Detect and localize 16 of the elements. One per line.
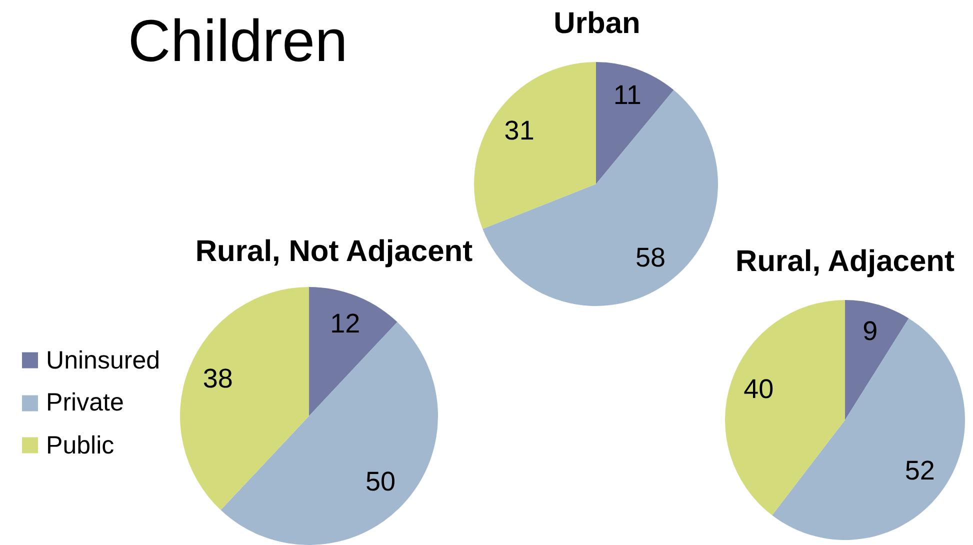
- legend-label: Private: [46, 388, 124, 416]
- data-label: 9: [862, 316, 878, 346]
- data-label: 58: [635, 242, 666, 272]
- data-label: 12: [330, 308, 360, 338]
- chart-title: Rural, Adjacent: [736, 245, 954, 278]
- legend-label: Uninsured: [46, 346, 160, 374]
- legend-label: Public: [46, 431, 114, 459]
- data-label: 50: [365, 466, 396, 497]
- data-label: 11: [613, 80, 642, 110]
- chart-title: Rural, Not Adjacent: [195, 235, 473, 268]
- data-label: 38: [202, 363, 233, 394]
- data-label: 40: [744, 374, 774, 404]
- text: Children: [128, 8, 348, 74]
- chart-title: Urban: [554, 7, 640, 40]
- data-label: 52: [904, 455, 935, 486]
- data-label: 31: [504, 115, 534, 146]
